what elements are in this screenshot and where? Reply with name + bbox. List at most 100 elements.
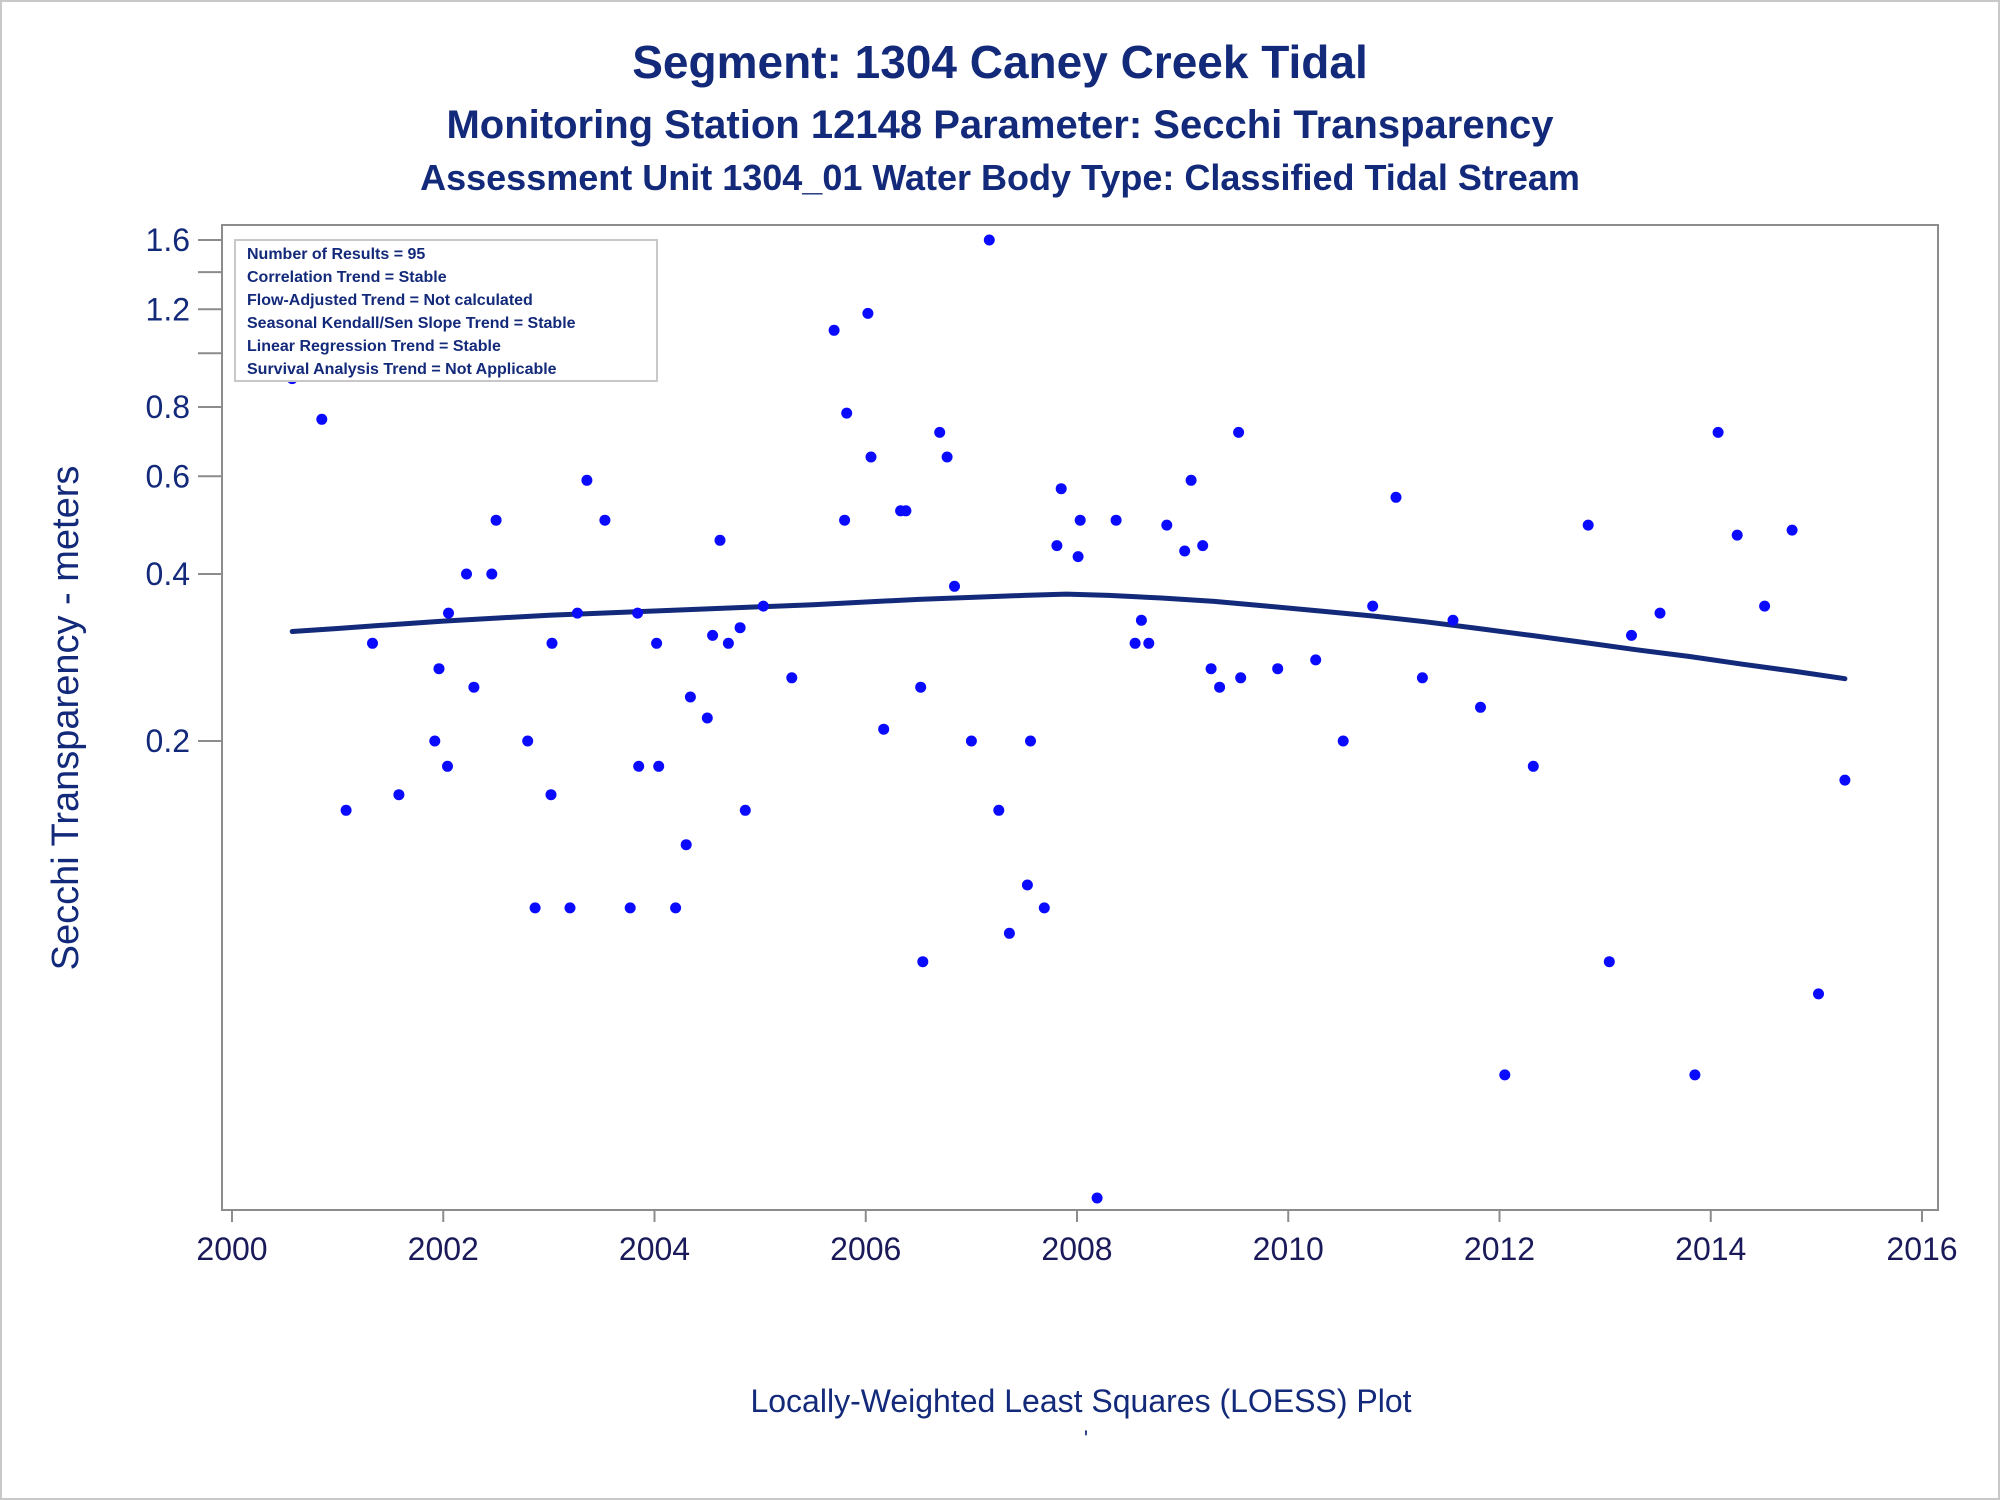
data-point [684, 691, 696, 703]
chart-subtitle-2: Assessment Unit 1304_01 Water Body Type:… [420, 157, 1580, 198]
chart-title: Segment: 1304 Caney Creek Tidal [632, 36, 1367, 88]
data-point [1272, 663, 1284, 675]
data-point [1689, 1069, 1701, 1081]
data-point [757, 600, 769, 612]
data-point [1626, 629, 1637, 641]
data-point [786, 672, 798, 684]
data-point [915, 681, 927, 693]
data-point [340, 804, 352, 816]
data-point [1003, 927, 1015, 939]
data-point [993, 804, 1005, 816]
data-point [546, 637, 558, 649]
data-point [1129, 637, 1141, 649]
data-point [680, 839, 692, 851]
data-point [1839, 774, 1851, 786]
data-point [1310, 654, 1322, 666]
data-point [828, 324, 840, 336]
data-point [571, 607, 583, 619]
stats-line-correlation: Correlation Trend = Stable [247, 269, 447, 286]
data-point [1603, 956, 1615, 968]
data-point [934, 426, 946, 438]
data-point [1447, 614, 1459, 626]
x-tick-label: 2008 [1041, 1231, 1112, 1267]
data-point [545, 789, 557, 801]
stats-line-linear-regression: Linear Regression Trend = Stable [247, 338, 501, 355]
data-point [983, 234, 995, 246]
data-point [429, 735, 441, 747]
data-point [949, 580, 960, 592]
loess-curve-layer [289, 591, 1848, 682]
data-point [1582, 519, 1594, 531]
data-point [651, 637, 663, 649]
data-point [1712, 426, 1724, 438]
data-point [393, 789, 405, 801]
data-point [1759, 600, 1771, 612]
data-point [1038, 902, 1050, 914]
data-point [1731, 529, 1743, 541]
data-point [701, 712, 713, 724]
data-point [841, 407, 853, 419]
data-point [1233, 426, 1245, 438]
y-axis-label: Secchi Transparency - meters [45, 466, 87, 971]
data-point [917, 956, 929, 968]
data-point [599, 514, 611, 526]
data-point [941, 451, 953, 463]
data-point [1110, 514, 1122, 526]
stats-line-survival-analysis: Survival Analysis Trend = Not Applicable [247, 361, 557, 378]
data-point [1499, 1069, 1511, 1081]
data-point [1179, 545, 1191, 557]
data-point [443, 607, 454, 619]
data-point [714, 534, 726, 546]
chart-subtitle: Monitoring Station 12148 Parameter: Secc… [446, 103, 1554, 147]
data-point [1475, 701, 1486, 713]
data-point [670, 902, 682, 914]
y-tick-label: 1.6 [146, 222, 190, 258]
data-point [442, 760, 453, 772]
data-point [581, 474, 593, 486]
data-point [632, 607, 644, 619]
data-point [1654, 607, 1666, 619]
data-point [1074, 514, 1086, 526]
data-point [722, 637, 734, 649]
footnote-loess: Locally-Weighted Least Squares (LOESS) P… [750, 1383, 1411, 1419]
data-point [468, 681, 480, 693]
plot-area [221, 224, 1939, 1211]
x-tick-label: 2012 [1464, 1231, 1535, 1267]
data-point [1786, 524, 1798, 536]
data-point [965, 735, 977, 747]
x-tick-label: 2010 [1253, 1231, 1324, 1267]
data-point [734, 622, 746, 634]
data-point [862, 307, 874, 319]
data-points-layer [286, 234, 1851, 1204]
stats-line-flow-adjusted: Flow-Adjusted Trend = Not calculated [247, 292, 533, 309]
stats-line-seasonal-kendall: Seasonal Kendall/Sen Slope Trend = Stabl… [247, 315, 576, 332]
x-axis: 2000 2002 2004 2006 2008 2010 2012 2014 2016 [196, 1210, 1958, 1267]
data-point [1185, 474, 1197, 486]
data-point [433, 663, 445, 675]
x-tick-label: 2016 [1886, 1231, 1957, 1267]
data-point [707, 629, 719, 641]
data-point [1161, 519, 1173, 531]
data-point [1021, 879, 1033, 891]
data-point [900, 505, 912, 517]
data-point [878, 723, 890, 735]
y-tick-label: 1.2 [146, 291, 190, 327]
data-point [624, 902, 636, 914]
y-axis: 0.2 0.4 0.6 0.8 1.2 1.6 [146, 222, 222, 759]
data-point [1197, 540, 1209, 552]
data-point [367, 637, 378, 649]
x-tick-label: 2006 [830, 1231, 901, 1267]
data-point [1143, 637, 1155, 649]
data-point [739, 804, 751, 816]
loess-curve [289, 591, 1848, 682]
data-point [1416, 672, 1428, 684]
footnote-mark: ' [1084, 1426, 1088, 1451]
data-point [653, 760, 665, 772]
data-point [1091, 1192, 1103, 1204]
data-point [1055, 483, 1067, 495]
data-point [865, 451, 877, 463]
y-tick-label: 0.6 [146, 458, 190, 494]
stats-box-border [234, 239, 658, 382]
data-point [1214, 681, 1226, 693]
